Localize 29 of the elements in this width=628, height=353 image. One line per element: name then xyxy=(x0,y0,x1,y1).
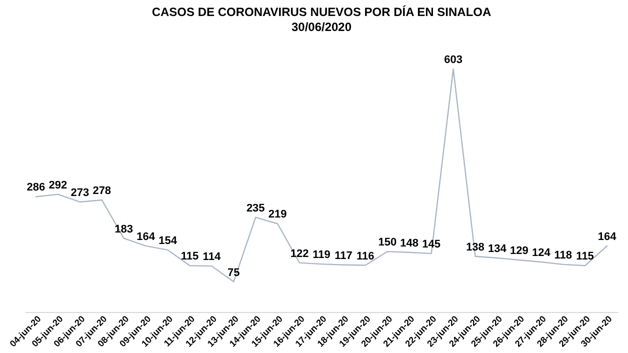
data-label: 134 xyxy=(488,243,508,255)
data-label: 183 xyxy=(114,223,134,236)
data-label: 115 xyxy=(576,250,594,263)
data-label: 122 xyxy=(290,248,309,260)
data-label: 150 xyxy=(378,236,397,249)
data-label: 292 xyxy=(48,179,68,192)
data-label: 219 xyxy=(268,208,287,221)
data-label: 116 xyxy=(356,250,374,262)
data-label: 603 xyxy=(444,54,462,66)
chart-title: CASOS DE CORONAVIRUS NUEVOS POR DÍA EN SINALOA xyxy=(152,5,492,19)
data-label: 124 xyxy=(532,247,552,260)
data-label: 148 xyxy=(400,237,419,250)
data-label: 278 xyxy=(92,184,112,197)
data-label: 119 xyxy=(312,249,330,262)
data-label: 145 xyxy=(422,238,440,251)
data-label: 164 xyxy=(136,230,156,243)
chart-subtitle: 30/06/2020 xyxy=(291,20,352,34)
data-label: 164 xyxy=(598,230,618,243)
data-label: 286 xyxy=(26,182,46,194)
data-label: 117 xyxy=(334,250,352,262)
data-label: 235 xyxy=(246,202,265,214)
data-label: 114 xyxy=(202,251,222,264)
data-label: 154 xyxy=(158,234,178,247)
data-label: 129 xyxy=(510,245,528,258)
data-label: 118 xyxy=(554,249,572,262)
data-label: 75 xyxy=(228,266,240,279)
data-label: 138 xyxy=(466,241,484,254)
data-label: 273 xyxy=(70,186,90,199)
data-label: 115 xyxy=(180,250,199,263)
